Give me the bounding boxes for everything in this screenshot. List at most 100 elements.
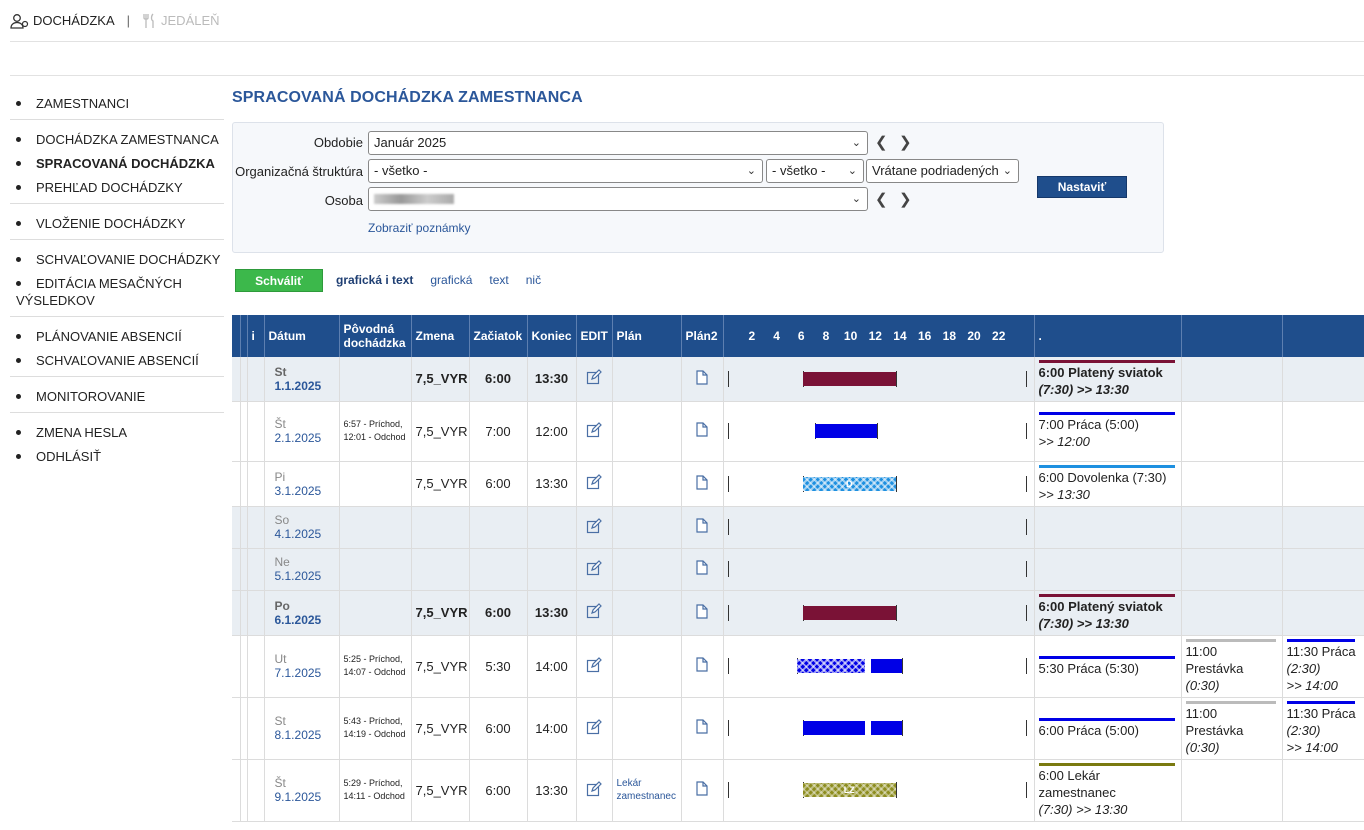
row-plan2[interactable]: [681, 697, 724, 760]
attendance-app-link[interactable]: DOCHÁDZKA: [10, 13, 115, 29]
timeline-hour-label: 6: [797, 329, 805, 343]
sidebar-item-change-password[interactable]: ZMENA HESLA: [10, 424, 224, 441]
row-marker2: [240, 759, 248, 822]
row-timeline: LZ: [723, 759, 1035, 822]
sidebar-item-employee-attendance[interactable]: DOCHÁDZKA ZAMESTNANCA: [10, 131, 224, 148]
date-link[interactable]: 2.1.2025: [274, 431, 322, 445]
date-link[interactable]: 8.1.2025: [274, 728, 322, 742]
row-plan2[interactable]: [681, 461, 724, 507]
sidebar-item-attendance-overview[interactable]: PREHĽAD DOCHÁDZKY: [10, 179, 224, 196]
edit-icon[interactable]: [586, 517, 602, 534]
attendance-app-label: DOCHÁDZKA: [33, 13, 115, 28]
table-row[interactable]: Ne 5.1.2025: [232, 548, 1364, 591]
next-period-icon[interactable]: ❯: [899, 134, 912, 151]
date-link[interactable]: 5.1.2025: [274, 569, 322, 583]
edit-icon[interactable]: [586, 421, 602, 438]
table-row[interactable]: Po 6.1.2025 7,5_VYR 6:00 13:30 6:00 Plate…: [232, 590, 1364, 636]
org-substructure-select[interactable]: - všetko - ⌄: [766, 159, 864, 183]
document-icon[interactable]: [696, 370, 708, 385]
row-info: [247, 548, 265, 591]
document-icon[interactable]: [696, 657, 708, 672]
document-icon[interactable]: [696, 474, 708, 490]
row-info: [247, 461, 265, 507]
document-icon[interactable]: [696, 518, 708, 533]
date-link[interactable]: 6.1.2025: [274, 612, 322, 627]
edit-icon[interactable]: [586, 780, 602, 797]
sidebar-menu: ZAMESTNANCI DOCHÁDZKA ZAMESTNANCA SPRACO…: [10, 95, 224, 472]
bullet-icon: [16, 281, 21, 286]
sidebar-item-monthly-results[interactable]: EDITÁCIA MESAČNÝCH VÝSLEDKOV: [10, 275, 224, 309]
row-plan2[interactable]: [681, 357, 724, 402]
edit-icon[interactable]: [586, 559, 602, 576]
view-none-link[interactable]: nič: [525, 273, 542, 287]
sidebar-item-label: ZMENA HESLA: [36, 425, 128, 440]
person-select[interactable]: ⌄: [368, 187, 868, 211]
sidebar-item-absence-approval[interactable]: SCHVAĽOVANIE ABSENCIÍ: [10, 352, 224, 369]
set-button[interactable]: Nastaviť: [1037, 176, 1127, 198]
document-icon[interactable]: [696, 560, 708, 575]
row-plan2[interactable]: [681, 506, 724, 549]
org-scope-select[interactable]: Vrátane podriadených ⌄: [866, 159, 1019, 183]
bullet-icon: [16, 358, 21, 363]
previous-person-icon[interactable]: ❮: [875, 191, 888, 208]
previous-period-icon[interactable]: ❮: [875, 134, 888, 151]
row-edit[interactable]: [576, 401, 613, 462]
show-notes-link[interactable]: Zobraziť poznámky: [368, 221, 471, 235]
view-graphic-link[interactable]: grafická: [430, 273, 473, 287]
row-plan2[interactable]: [681, 635, 724, 698]
org-structure-select[interactable]: - všetko - ⌄: [368, 159, 763, 183]
edit-icon[interactable]: [586, 369, 602, 385]
period-select[interactable]: Január 2025 ⌄: [368, 131, 868, 155]
sidebar-item-attendance-approval[interactable]: SCHVAĽOVANIE DOCHÁDZKY: [10, 251, 224, 268]
row-edit[interactable]: [576, 548, 613, 591]
row-plan2[interactable]: [681, 401, 724, 462]
date-link[interactable]: 7.1.2025: [274, 666, 322, 680]
row-original-attendance: 5:29 - Príchod, 14:11 - Odchod: [339, 759, 412, 822]
document-icon[interactable]: [696, 781, 708, 796]
row-end: 12:00: [527, 401, 577, 462]
row-plan2[interactable]: [681, 548, 724, 591]
table-row[interactable]: So 4.1.2025: [232, 506, 1364, 549]
date-link[interactable]: 4.1.2025: [274, 527, 322, 541]
approve-button[interactable]: Schváliť: [235, 269, 323, 292]
date-link[interactable]: 1.1.2025: [274, 378, 322, 393]
table-row[interactable]: St 1.1.2025 7,5_VYR 6:00 13:30 6:00 Plate…: [232, 357, 1364, 402]
next-person-icon[interactable]: ❯: [899, 191, 912, 208]
row-edit[interactable]: [576, 697, 613, 760]
date-link[interactable]: 3.1.2025: [274, 483, 322, 498]
document-icon[interactable]: [696, 422, 708, 437]
row-edit[interactable]: [576, 506, 613, 549]
row-plan: [612, 401, 682, 462]
table-row[interactable]: Ut 7.1.2025 5:25 - Príchod, 14:07 - Odchod…: [232, 635, 1364, 698]
sidebar-item-monitoring[interactable]: MONITOROVANIE: [10, 388, 224, 405]
chevron-down-icon: ⌄: [1002, 165, 1012, 177]
document-icon[interactable]: [696, 719, 708, 734]
row-edit[interactable]: [576, 759, 613, 822]
row-plan2[interactable]: [681, 759, 724, 822]
row-edit[interactable]: [576, 357, 613, 402]
edit-icon[interactable]: [586, 718, 602, 735]
table-row[interactable]: Št 2.1.2025 6:57 - Príchod, 12:01 - Odchod…: [232, 401, 1364, 462]
sidebar-item-logout[interactable]: ODHLÁSIŤ: [10, 448, 224, 465]
row-edit[interactable]: [576, 635, 613, 698]
sidebar-item-absence-planning[interactable]: PLÁNOVANIE ABSENCIÍ: [10, 328, 224, 345]
view-graphic-text-link[interactable]: grafická i text: [336, 273, 414, 287]
view-text-link[interactable]: text: [489, 273, 509, 287]
sidebar-item-employees[interactable]: ZAMESTNANCI: [10, 95, 224, 112]
row-plan2[interactable]: [681, 590, 724, 636]
table-row[interactable]: Št 9.1.2025 5:29 - Príchod, 14:11 - Odchod…: [232, 759, 1364, 822]
date-link[interactable]: 9.1.2025: [274, 790, 322, 804]
table-row[interactable]: Pi 3.1.2025 7,5_VYR 6:00 13:30 D 6:00 Dov…: [232, 461, 1364, 507]
canteen-app-link[interactable]: JEDÁLEŇ: [142, 13, 220, 29]
sidebar-item-processed-attendance[interactable]: SPRACOVANÁ DOCHÁDZKA: [10, 155, 224, 172]
row-edit[interactable]: [576, 590, 613, 636]
original-attendance-text: 5:43 - Príchod, 14:19 - Odchod: [343, 716, 406, 739]
sidebar-item-attendance-entry[interactable]: VLOŽENIE DOCHÁDZKY: [10, 215, 224, 232]
edit-icon[interactable]: [586, 656, 602, 673]
edit-icon[interactable]: [586, 603, 602, 619]
table-row[interactable]: St 8.1.2025 5:43 - Príchod, 14:19 - Odchod…: [232, 697, 1364, 760]
row-edit[interactable]: [576, 461, 613, 507]
document-icon[interactable]: [696, 603, 708, 619]
bullet-icon: [16, 221, 21, 226]
edit-icon[interactable]: [586, 474, 602, 490]
